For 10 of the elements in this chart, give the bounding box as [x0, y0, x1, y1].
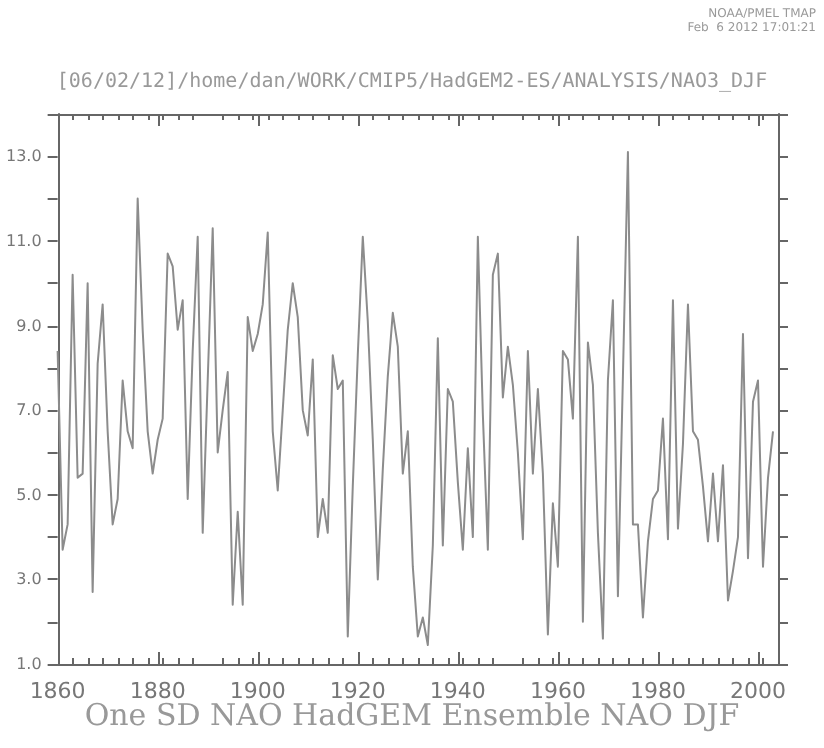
y-tick-label: 9.0 — [16, 316, 42, 335]
x-tick-label: 1860 — [29, 678, 86, 704]
y-tick-label: 13.0 — [6, 147, 42, 166]
y-tick-label: 3.0 — [16, 570, 42, 589]
line-series — [56, 151, 774, 646]
chart-title: [06/02/12]/home/dan/WORK/CMIP5/HadGEM2-ES/ANALYSIS/NAO3_DJF — [56, 71, 768, 93]
y-tick-label: 1.0 — [16, 655, 42, 673]
y-tick-label: 11.0 — [6, 231, 42, 250]
y-tick-label: 7.0 — [16, 401, 42, 420]
y-tick-label: 5.0 — [16, 485, 42, 504]
